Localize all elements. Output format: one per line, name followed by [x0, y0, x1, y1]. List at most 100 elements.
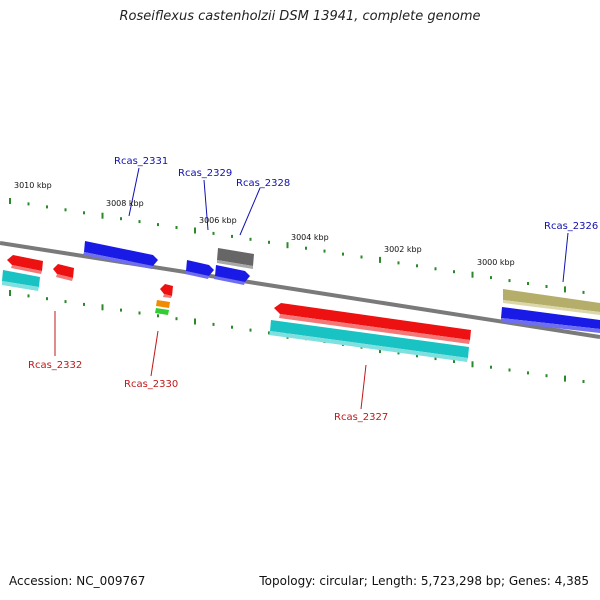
leader-rcas-2330 — [150, 330, 159, 377]
gene-rcas-2332-red[interactable] — [7, 255, 43, 271]
leader-rcas-2326 — [562, 232, 569, 283]
gene-rcas-2328[interactable] — [217, 248, 254, 266]
minor-tick — [138, 311, 141, 315]
minor-tick — [120, 308, 122, 312]
minor-tick — [64, 300, 67, 304]
gene-rcas-2326[interactable] — [501, 307, 600, 329]
minor-tick — [27, 294, 30, 298]
minor-tick — [175, 226, 178, 229]
minor-tick — [120, 217, 122, 221]
minor-tick — [545, 374, 548, 378]
gene-rcas-2329[interactable] — [186, 260, 214, 276]
major-tick — [9, 290, 11, 296]
gene-rcas-2331-shadow — [83, 252, 153, 269]
minor-tick — [231, 234, 233, 238]
minor-tick — [453, 360, 455, 363]
genome-summary: Topology: circular; Length: 5,723,298 bp… — [259, 574, 589, 588]
minor-tick — [268, 331, 270, 335]
gene-label-rcas-2330[interactable]: Rcas_2330 — [124, 379, 178, 390]
gene-rcas-2330-red-shadow — [163, 294, 172, 298]
minor-tick — [212, 231, 215, 235]
minor-tick — [175, 317, 178, 321]
gene-blue-small-shadow — [214, 276, 245, 285]
minor-tick — [508, 368, 511, 372]
major-tick — [194, 318, 196, 325]
gene-rcas-2326-khaki[interactable] — [503, 289, 600, 312]
leader-rcas-2327 — [360, 364, 367, 410]
gene-rcas-2332[interactable] — [2, 270, 40, 287]
gene-label-rcas-2327[interactable]: Rcas_2327 — [334, 412, 388, 423]
genome-title: Roseiflexus castenholzii DSM 13941, comp… — [119, 9, 481, 24]
reverse-strand-genes — [2, 255, 471, 362]
minor-tick — [46, 205, 48, 209]
gene-rcas-2327-red[interactable] — [274, 303, 471, 340]
minor-tick — [397, 351, 400, 355]
scale-label: 3002 kbp — [384, 245, 422, 254]
minor-tick — [416, 354, 418, 358]
gene-rcas-2330-orange[interactable] — [156, 300, 170, 308]
minor-tick — [138, 220, 141, 224]
minor-tick — [231, 325, 233, 329]
gene-red-small-shadow — [56, 274, 73, 281]
gene-rcas-2326-khaki-shadow — [503, 300, 600, 315]
minor-tick — [305, 246, 307, 250]
minor-tick — [268, 240, 270, 244]
minor-tick — [323, 249, 326, 253]
major-tick — [564, 375, 566, 382]
minor-tick — [83, 211, 85, 215]
gene-rcas-2332-shadow — [2, 281, 39, 291]
minor-tick — [434, 267, 437, 271]
gene-rcas-2330-red[interactable] — [160, 284, 173, 296]
gene-rcas-2332-red-shadow — [11, 265, 42, 274]
gene-label-rcas-2332[interactable]: Rcas_2332 — [28, 360, 82, 371]
minor-tick — [582, 290, 585, 294]
leader-rcas-2328 — [239, 187, 261, 236]
minor-tick — [453, 270, 455, 274]
leader-lines — [54, 167, 569, 410]
gene-rcas-2327[interactable] — [270, 320, 469, 358]
gene-rcas-2327-red-shadow — [279, 314, 470, 344]
minor-tick — [527, 282, 529, 285]
gene-label-rcas-2328[interactable]: Rcas_2328 — [236, 178, 290, 189]
gene-red-small[interactable] — [53, 264, 74, 278]
gene-label-rcas-2331[interactable]: Rcas_2331 — [114, 156, 168, 167]
leader-rcas-2331 — [128, 167, 140, 217]
major-tick — [471, 271, 474, 278]
major-tick — [471, 361, 474, 368]
scale-label: 3010 kbp — [14, 181, 52, 190]
outer-tick-ring — [9, 198, 585, 294]
forward-strand-genes — [83, 241, 600, 333]
scale-labels: 3010 kbp 3008 kbp 3006 kbp 3004 kbp 3002… — [14, 181, 515, 267]
minor-tick — [527, 371, 529, 375]
minor-tick — [508, 279, 511, 283]
minor-tick — [64, 208, 67, 212]
major-tick — [194, 227, 196, 234]
minor-tick — [490, 276, 492, 280]
minor-tick — [545, 285, 548, 288]
gene-rcas-2331[interactable] — [84, 241, 158, 266]
minor-tick — [46, 297, 48, 301]
gene-rcas-2328-shadow — [217, 260, 253, 269]
gene-label-rcas-2326[interactable]: Rcas_2326 — [544, 221, 598, 232]
scale-label: 3000 kbp — [477, 258, 515, 267]
minor-tick — [490, 365, 492, 369]
major-tick — [286, 242, 289, 249]
scale-label: 3004 kbp — [291, 233, 329, 242]
minor-tick — [249, 328, 252, 332]
major-tick — [101, 304, 104, 311]
minor-tick — [434, 357, 437, 361]
scale-label: 3006 kbp — [199, 216, 237, 225]
scale-label: 3008 kbp — [106, 199, 144, 208]
gene-rcas-2326-shadow — [501, 318, 600, 333]
minor-tick — [582, 380, 585, 383]
gene-rcas-2330[interactable] — [155, 308, 169, 315]
major-tick — [379, 256, 381, 263]
minor-tick — [416, 264, 418, 268]
gene-rcas-2329-shadow — [185, 271, 209, 279]
gene-label-rcas-2329[interactable]: Rcas_2329 — [178, 168, 232, 179]
major-tick — [9, 198, 11, 204]
gene-labels: Rcas_2331 Rcas_2329 Rcas_2328 Rcas_2326 … — [28, 156, 598, 423]
major-tick — [564, 286, 566, 293]
genome-backbone — [0, 241, 600, 339]
major-tick — [101, 212, 104, 219]
